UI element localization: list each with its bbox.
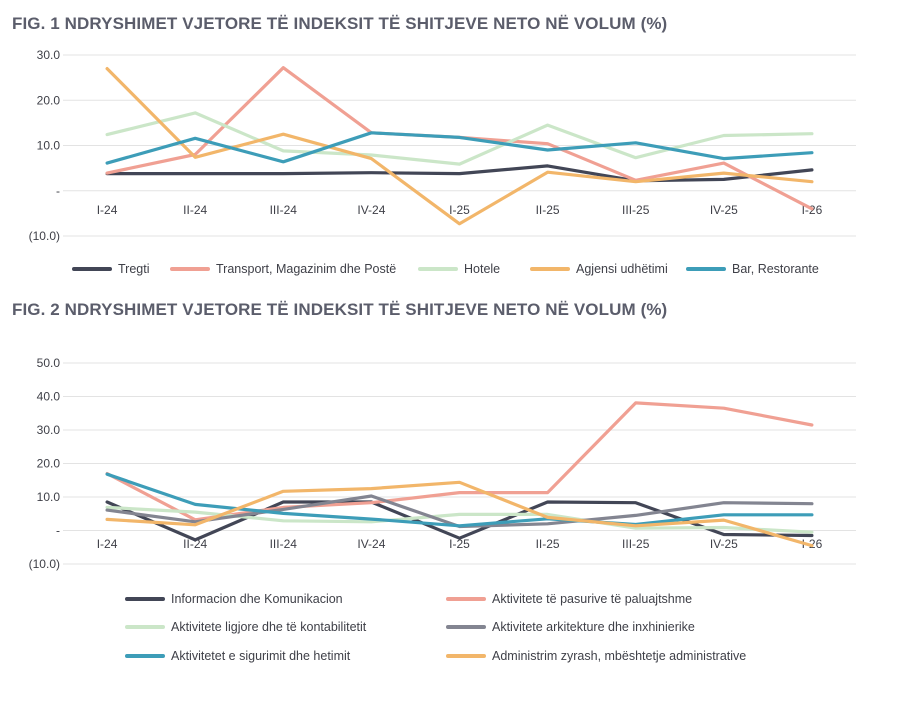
legend-swatch [170, 267, 210, 271]
legend-label: Aktivitete arkitekture dhe inxhinierike [492, 620, 695, 634]
fig1-line-chart: 30.0 20.0 10.0 - (10.0) I-24 II-24 III-24 IV-24 I… [29, 48, 856, 243]
x-tick-label: I-25 [449, 537, 470, 551]
y-tick-label: (10.0) [29, 229, 60, 243]
legend-label: Agjensi udhëtimi [576, 262, 668, 276]
y-tick-label: (10.0) [29, 557, 60, 571]
x-tick-label: II-25 [536, 537, 560, 551]
y-tick-label: 30.0 [37, 423, 61, 437]
legend-swatch [446, 597, 486, 601]
legend-label: Informacion dhe Komunikacion [171, 592, 343, 606]
fig2-title: FIG. 2 NDRYSHIMET VJETORE TË INDEKSIT TË… [12, 300, 668, 319]
legend-label: Tregti [118, 262, 150, 276]
legend-swatch [686, 267, 726, 271]
legend-item-aktivitete-arkitekture-dhe-inxhinierike: Aktivitete arkitekture dhe inxhinierike [446, 620, 695, 634]
y-tick-label: 20.0 [37, 93, 61, 107]
legend-label: Bar, Restorante [732, 262, 819, 276]
legend-label: Aktivitete ligjore dhe të kontabilitetit [171, 620, 367, 634]
y-tick-label: 50.0 [37, 356, 61, 370]
x-tick-label: I-24 [97, 537, 118, 551]
x-tick-label: II-24 [183, 203, 207, 217]
x-tick-label: I-24 [97, 203, 118, 217]
legend-item-hotele: Hotele [418, 262, 500, 276]
legend-item-administrim-zyrash-mbeshtetje-administrative: Administrim zyrash, mbështetje administr… [446, 649, 746, 663]
legend-label: Hotele [464, 262, 501, 276]
legend-swatch [446, 625, 486, 629]
series-line-aktivitete-te-pasurive-te-paluajtshme [105, 401, 814, 522]
legend-item-aktivitete-te-pasurive-te-paluajtshme: Aktivitete të pasurive të paluajtshme [446, 592, 692, 606]
legend-item-aktivitete-ligjore-dhe-te-kontabilitetit: Aktivitete ligjore dhe të kontabilitetit [125, 620, 366, 634]
y-tick-label: 20.0 [37, 457, 61, 471]
series-line-administrim-zyrash-mbeshtetje-administrative [105, 480, 814, 548]
legend-item-aktivitetet-e-sigurimit-dhe-hetimit: Aktivitetet e sigurimit dhe hetimit [125, 649, 350, 663]
x-tick-label: IV-25 [710, 203, 738, 217]
series-line-aktivitetet-e-sigurimit-dhe-hetimit [105, 472, 814, 528]
x-tick-label: II-25 [536, 203, 560, 217]
y-tick-label: 10.0 [37, 139, 61, 153]
x-tick-label: IV-25 [710, 537, 738, 551]
legend-swatch [125, 654, 165, 658]
y-tick-label: 30.0 [37, 48, 61, 62]
legend-label: Aktivitetet e sigurimit dhe hetimit [171, 649, 351, 663]
x-tick-label: I-25 [449, 203, 470, 217]
legend-swatch [530, 267, 570, 271]
legend-item-tregti: Tregti [72, 262, 150, 276]
x-tick-label: IV-24 [357, 537, 385, 551]
series-line-bar-restorante [105, 131, 814, 165]
x-tick-label: III-25 [622, 203, 650, 217]
x-tick-label: III-25 [622, 537, 650, 551]
fig2-line-chart: 50.0 40.0 30.0 20.0 10.0 - (10.0) I-24 II-24 III-… [29, 356, 856, 571]
x-tick-label: IV-24 [357, 203, 385, 217]
series-line-tregti [105, 164, 814, 183]
legend-swatch [125, 597, 165, 601]
legend-item-transport-magazinim-dhe-poste: Transport, Magazinim dhe Postë [170, 262, 396, 276]
legend-item-bar-restorante: Bar, Restorante [686, 262, 819, 276]
y-tick-label: - [56, 184, 60, 198]
y-tick-label: - [56, 524, 60, 538]
series-line-agjensi-udhetimi [105, 67, 814, 226]
x-tick-label: III-24 [270, 203, 298, 217]
legend-label: Aktivitete të pasurive të paluajtshme [492, 592, 693, 606]
y-tick-label: 10.0 [37, 490, 61, 504]
series-line-hotele [105, 111, 814, 166]
legend-swatch [446, 654, 486, 658]
legend-swatch [72, 267, 112, 271]
legend-swatch [418, 267, 458, 271]
y-tick-label: 40.0 [37, 390, 61, 404]
legend-swatch [125, 625, 165, 629]
series-line-informacion-dhe-komunikacion [105, 500, 814, 542]
legend-label: Transport, Magazinim dhe Postë [216, 262, 397, 276]
x-tick-label: II-24 [183, 537, 207, 551]
fig1-title: FIG. 1 NDRYSHIMET VJETORE TË INDEKSIT TË… [12, 14, 668, 33]
legend-item-informacion-dhe-komunikacion: Informacion dhe Komunikacion [125, 592, 343, 606]
legend-label: Administrim zyrash, mbështetje administr… [492, 649, 747, 663]
legend-item-agjensi-udhetimi: Agjensi udhëtimi [530, 262, 668, 276]
x-tick-label: III-24 [270, 537, 298, 551]
